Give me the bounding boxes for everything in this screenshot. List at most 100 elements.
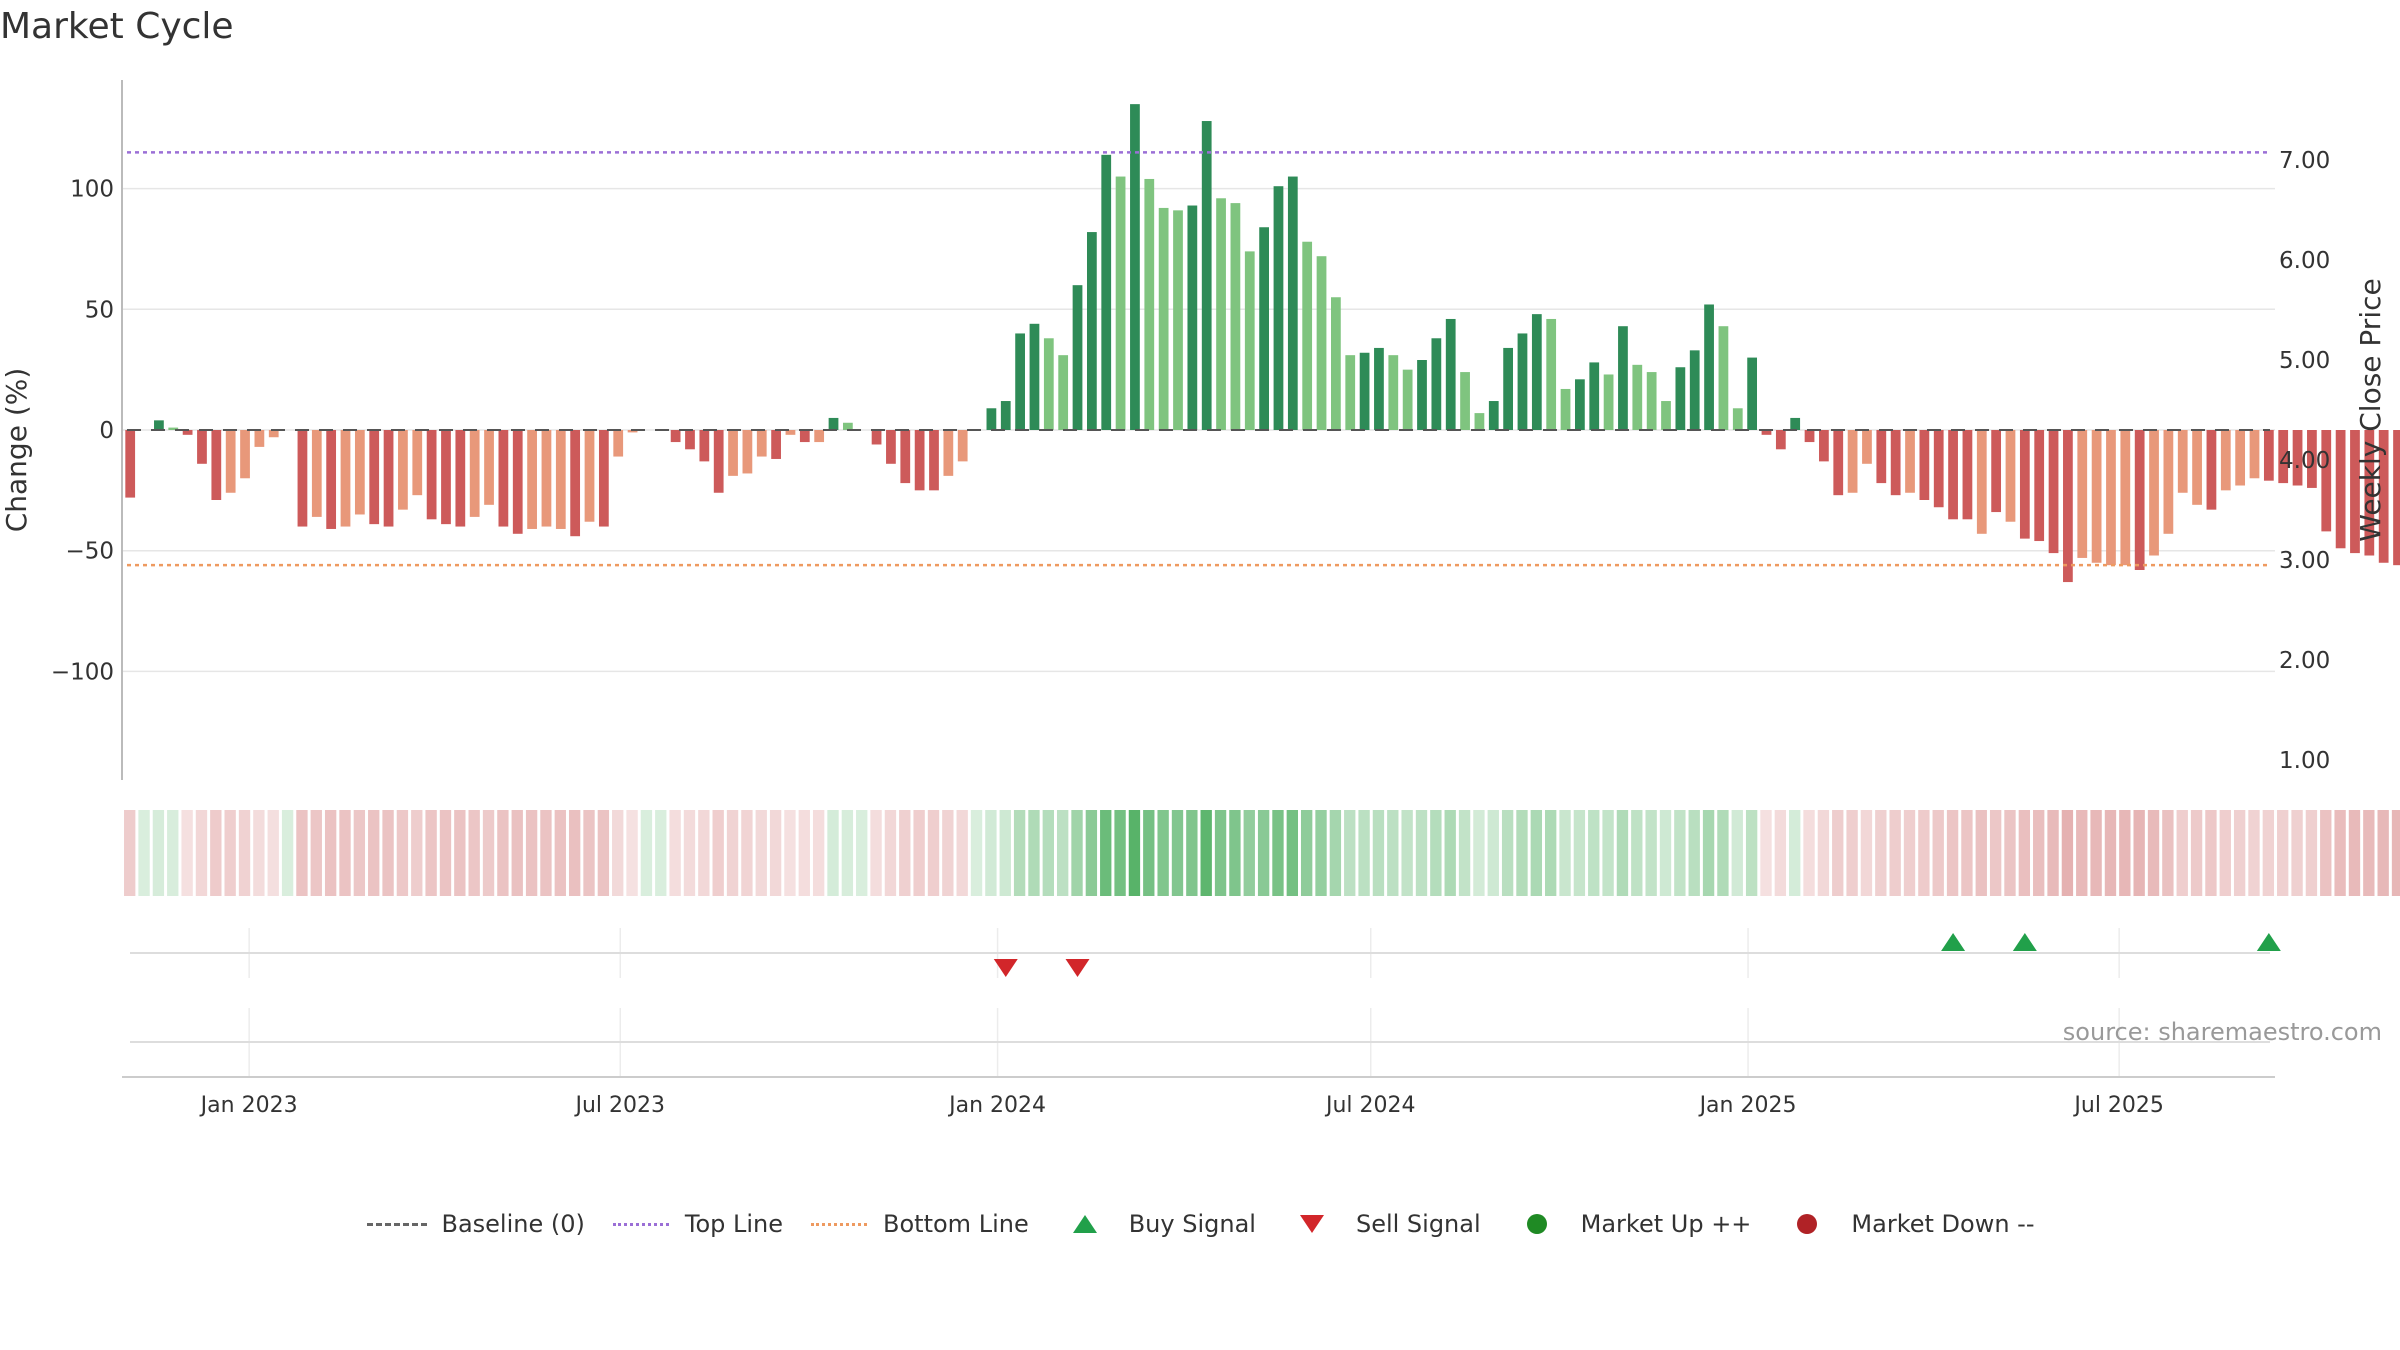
strip-cell: [1214, 810, 1227, 896]
strip-cell: [1588, 810, 1600, 896]
bar: [1287, 176, 1298, 430]
strip-cell: [583, 810, 595, 896]
y2-tick-label: 1.00: [2279, 748, 2330, 774]
dash-line-icon: [367, 1222, 428, 1226]
strip-cell: [167, 810, 179, 896]
strip-cell: [540, 810, 552, 896]
strip-cell: [798, 810, 810, 896]
bar: [699, 430, 710, 462]
strip-cell: [2262, 810, 2275, 896]
strip-cell: [1717, 810, 1729, 896]
y2-tick-label: 7.00: [2279, 148, 2330, 174]
bar: [1402, 369, 1413, 430]
strip-cell: [827, 810, 839, 896]
bar: [943, 430, 954, 476]
bar: [1718, 326, 1729, 430]
strip-cell: [439, 810, 452, 896]
strip-cell: [1688, 810, 1700, 896]
strip-cell: [1702, 810, 1715, 896]
x-tick-label: Jul 2023: [574, 1093, 666, 1118]
dotted-line-orange-icon: [811, 1222, 868, 1226]
strip-cell: [655, 810, 667, 896]
bar: [1804, 430, 1815, 443]
bar: [1488, 401, 1499, 430]
bar: [584, 430, 595, 522]
strip-cell: [2104, 810, 2117, 896]
bar: [2019, 430, 2030, 539]
strip-cell: [2119, 810, 2131, 896]
bar: [2177, 430, 2188, 493]
x-tick-label: Jan 2025: [1698, 1093, 1797, 1118]
bar: [1244, 251, 1255, 430]
x-tick-label: Jan 2023: [199, 1093, 298, 1118]
bar: [2106, 430, 2116, 566]
strip-cell: [368, 810, 380, 896]
sell-signal-marker: [1065, 959, 1090, 977]
strip-cell: [2076, 810, 2088, 896]
strip-cell: [769, 810, 782, 896]
strip-cell: [1157, 810, 1169, 896]
strip-cell: [2061, 810, 2074, 896]
strip-cell: [2348, 810, 2361, 896]
y2-tick-label: 2.00: [2279, 648, 2330, 674]
strip-cell: [1229, 810, 1241, 896]
strip-cell: [2291, 810, 2303, 896]
strip-cell: [181, 810, 193, 896]
bar: [1876, 430, 1887, 484]
strip-cell: [1430, 810, 1442, 896]
strip-cell: [1329, 810, 1342, 896]
strip-cell: [396, 810, 409, 896]
strip-cell: [612, 810, 624, 896]
bar: [1388, 355, 1399, 430]
strip-cell: [1501, 810, 1514, 896]
bar: [455, 430, 466, 527]
strip-cell: [1975, 810, 1987, 896]
strip-cell: [1056, 810, 1069, 896]
strip-cell: [942, 810, 954, 896]
legend-item-down: Market Down --: [1775, 1210, 2035, 1238]
strip-cell: [152, 810, 165, 896]
y-tick-label: −50: [65, 539, 114, 565]
strip-cell: [712, 810, 724, 896]
legend-item-buy: Buy Signal: [1053, 1210, 1256, 1238]
strip-cell: [597, 810, 610, 896]
strip-cell: [1100, 810, 1112, 896]
x-tick-label: Jul 2024: [1324, 1093, 1416, 1118]
strip-cell: [726, 810, 739, 896]
bar: [2307, 430, 2317, 488]
x-tick-label: Jan 2024: [947, 1093, 1046, 1118]
bar: [1216, 198, 1226, 430]
bar: [2364, 430, 2375, 556]
strip-cell: [425, 810, 437, 896]
strip-cell: [281, 810, 294, 896]
bar: [125, 430, 136, 498]
strip-cell: [1071, 810, 1083, 896]
strip-cell: [482, 810, 495, 896]
bar: [900, 430, 911, 484]
y-axis-title: Change (%): [0, 368, 33, 533]
strip-cell: [1171, 810, 1184, 896]
bar: [2292, 430, 2303, 486]
bar: [1890, 430, 1901, 496]
y-tick-label: 100: [70, 177, 114, 203]
strip-cell: [224, 810, 236, 896]
strip-cell: [1286, 810, 1298, 896]
strip-cell: [382, 810, 394, 896]
legend-label-buy: Buy Signal: [1128, 1210, 1256, 1238]
bar: [1919, 430, 1930, 500]
bar: [1790, 417, 1801, 430]
bar: [555, 430, 566, 529]
strip-cell: [1645, 810, 1657, 896]
bar: [1646, 372, 1657, 430]
source-label: source: sharemaestro.com: [2062, 1018, 2382, 1046]
strip-cell: [195, 810, 208, 896]
bar: [2034, 430, 2045, 542]
strip-cell: [999, 810, 1011, 896]
bar: [541, 430, 552, 527]
strip-cell: [1358, 810, 1370, 896]
bar: [369, 430, 380, 525]
bar: [154, 420, 164, 430]
bar: [1632, 364, 1643, 430]
strip-cell: [1186, 810, 1198, 896]
strip-cell: [1946, 810, 1959, 896]
